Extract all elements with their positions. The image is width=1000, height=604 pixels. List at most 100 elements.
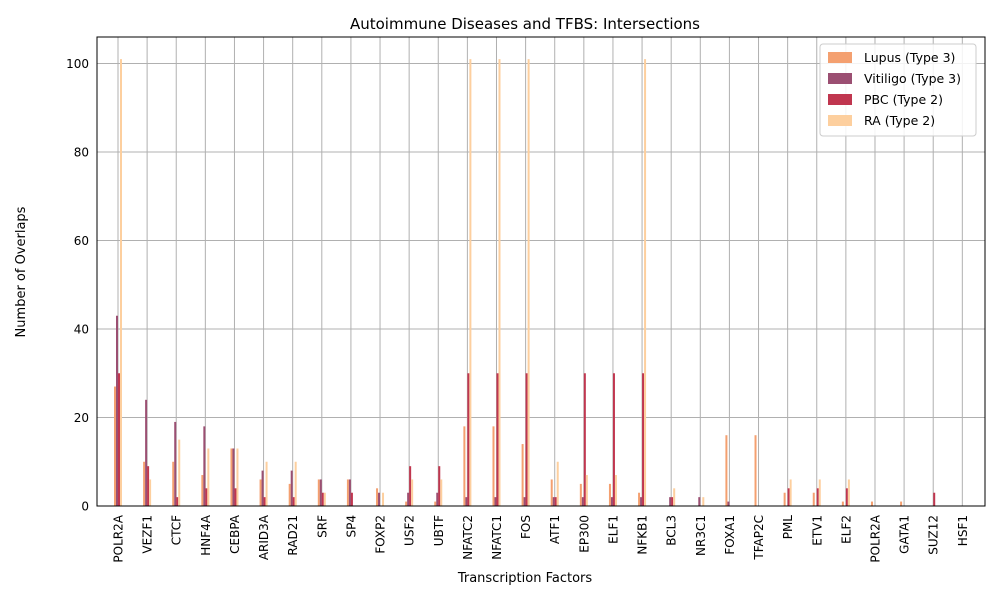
bar — [702, 497, 705, 506]
legend-label: PBC (Type 2) — [864, 92, 943, 107]
legend-label: RA (Type 2) — [864, 113, 935, 128]
bar — [521, 444, 524, 506]
bar — [585, 475, 588, 506]
bar — [554, 497, 557, 506]
legend-swatch — [828, 94, 852, 105]
x-tick-label: SUZ12 — [927, 515, 941, 555]
bar — [608, 483, 611, 506]
bar — [290, 470, 293, 506]
legend-label: Lupus (Type 3) — [864, 50, 955, 65]
bar — [323, 492, 326, 506]
bar — [178, 439, 181, 506]
x-tick-label: BCL3 — [665, 515, 679, 546]
y-tick-label: 20 — [74, 411, 89, 425]
bar — [525, 373, 528, 506]
bar — [118, 373, 120, 506]
x-tick-label: PML — [781, 515, 795, 540]
bar — [261, 470, 264, 506]
bar — [467, 373, 470, 506]
y-tick-label: 80 — [74, 146, 89, 160]
bar — [754, 435, 757, 506]
bar — [642, 373, 645, 506]
x-tick-label: NFATC2 — [461, 515, 475, 560]
bar — [201, 475, 204, 506]
bar — [378, 492, 381, 506]
bar — [900, 501, 903, 506]
bar — [818, 479, 821, 506]
bar — [579, 483, 582, 506]
legend-box — [819, 43, 977, 137]
bar — [205, 488, 208, 506]
bar — [350, 492, 353, 506]
bar — [492, 426, 495, 506]
x-tick-label: ELF2 — [839, 515, 853, 544]
bar — [407, 492, 410, 506]
bar — [638, 492, 641, 506]
legend-swatch — [828, 73, 852, 84]
bar — [319, 479, 322, 506]
bar — [346, 479, 349, 506]
bar — [405, 501, 408, 506]
x-tick-label: HSF1 — [956, 515, 970, 546]
bar — [292, 497, 295, 506]
bar — [236, 448, 239, 506]
bar — [438, 466, 441, 506]
plot-frame — [96, 36, 986, 507]
bar — [550, 479, 553, 506]
bar — [145, 399, 148, 506]
bar — [348, 479, 351, 506]
bar — [174, 421, 177, 506]
bar — [434, 501, 437, 506]
bar — [116, 315, 118, 506]
bars — [114, 59, 936, 506]
bar — [789, 479, 792, 506]
bar — [494, 497, 497, 506]
bar — [870, 501, 873, 506]
x-tick-label: ELF1 — [606, 515, 620, 544]
x-tick-label: VEZF1 — [141, 515, 155, 554]
bar — [321, 492, 324, 506]
bar — [317, 479, 320, 506]
y-tick-label: 60 — [74, 234, 89, 248]
bar — [583, 373, 586, 506]
bar — [114, 386, 116, 506]
y-axis-label: Number of Overlaps — [14, 206, 29, 337]
bar — [232, 448, 235, 506]
bar — [816, 488, 819, 506]
bar — [207, 448, 210, 506]
bar — [552, 497, 555, 506]
bar — [288, 483, 291, 506]
x-tick-label: ETV1 — [810, 515, 824, 546]
bar — [933, 492, 936, 506]
bar — [469, 59, 472, 506]
bar — [671, 497, 674, 506]
bar — [147, 466, 150, 506]
bar — [644, 59, 647, 506]
x-tick-label: CEBPA — [228, 514, 242, 554]
bar — [436, 492, 439, 506]
x-tick-label: ARID3A — [257, 514, 271, 560]
bar — [847, 479, 850, 506]
legend-swatch — [828, 115, 852, 126]
bar — [610, 497, 613, 506]
bar — [294, 461, 297, 506]
bar — [498, 59, 501, 506]
x-tick-label: NFKB1 — [636, 515, 650, 555]
bar — [263, 497, 266, 506]
bar — [143, 461, 146, 506]
bar — [614, 475, 617, 506]
x-tick-label: HNF4A — [199, 514, 213, 556]
x-tick-label: ATF1 — [548, 515, 562, 544]
bar — [230, 448, 233, 506]
legend-swatch — [828, 52, 852, 63]
bar — [465, 497, 468, 506]
x-tick-label: FOXA1 — [723, 515, 737, 555]
bar — [496, 373, 499, 506]
x-tick-label: RAD21 — [286, 515, 300, 556]
y-tick-label: 100 — [66, 57, 89, 71]
bar — [149, 479, 152, 506]
bar — [556, 461, 559, 506]
bar — [411, 479, 414, 506]
